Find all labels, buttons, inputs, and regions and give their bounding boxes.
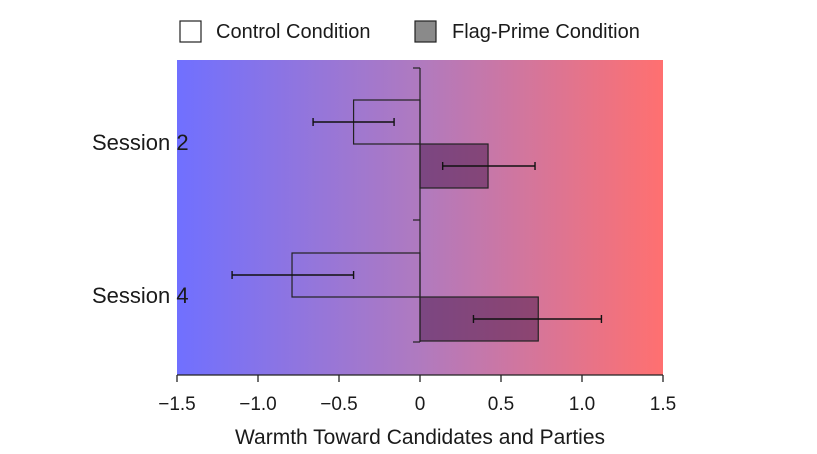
x-tick-label: 1.5 <box>650 394 676 415</box>
x-tick-label: 0 <box>415 394 426 415</box>
chart-marks: Session 2 Session 4 −1.5 −1.0 −0.5 0 0.5 1.0 1.5 <box>92 67 676 415</box>
x-tick-label: −1.5 <box>158 394 196 415</box>
x-tick-label: 1.0 <box>569 394 595 415</box>
legend-swatch-control <box>179 20 202 43</box>
category-label: Session 2 <box>92 130 189 155</box>
x-axis-title: Warmth Toward Candidates and Parties <box>235 426 605 449</box>
legend-label-flag-prime: Flag-Prime Condition <box>452 21 640 43</box>
legend-swatch-flag-prime <box>414 20 437 43</box>
legend-label-control: Control Condition <box>216 21 371 43</box>
legend: Control Condition Flag-Prime Condition <box>179 20 640 43</box>
x-tick-label: −0.5 <box>320 394 358 415</box>
x-tick-label: 0.5 <box>488 394 514 415</box>
x-tick-label: −1.0 <box>239 394 277 415</box>
category-label: Session 4 <box>92 283 189 308</box>
